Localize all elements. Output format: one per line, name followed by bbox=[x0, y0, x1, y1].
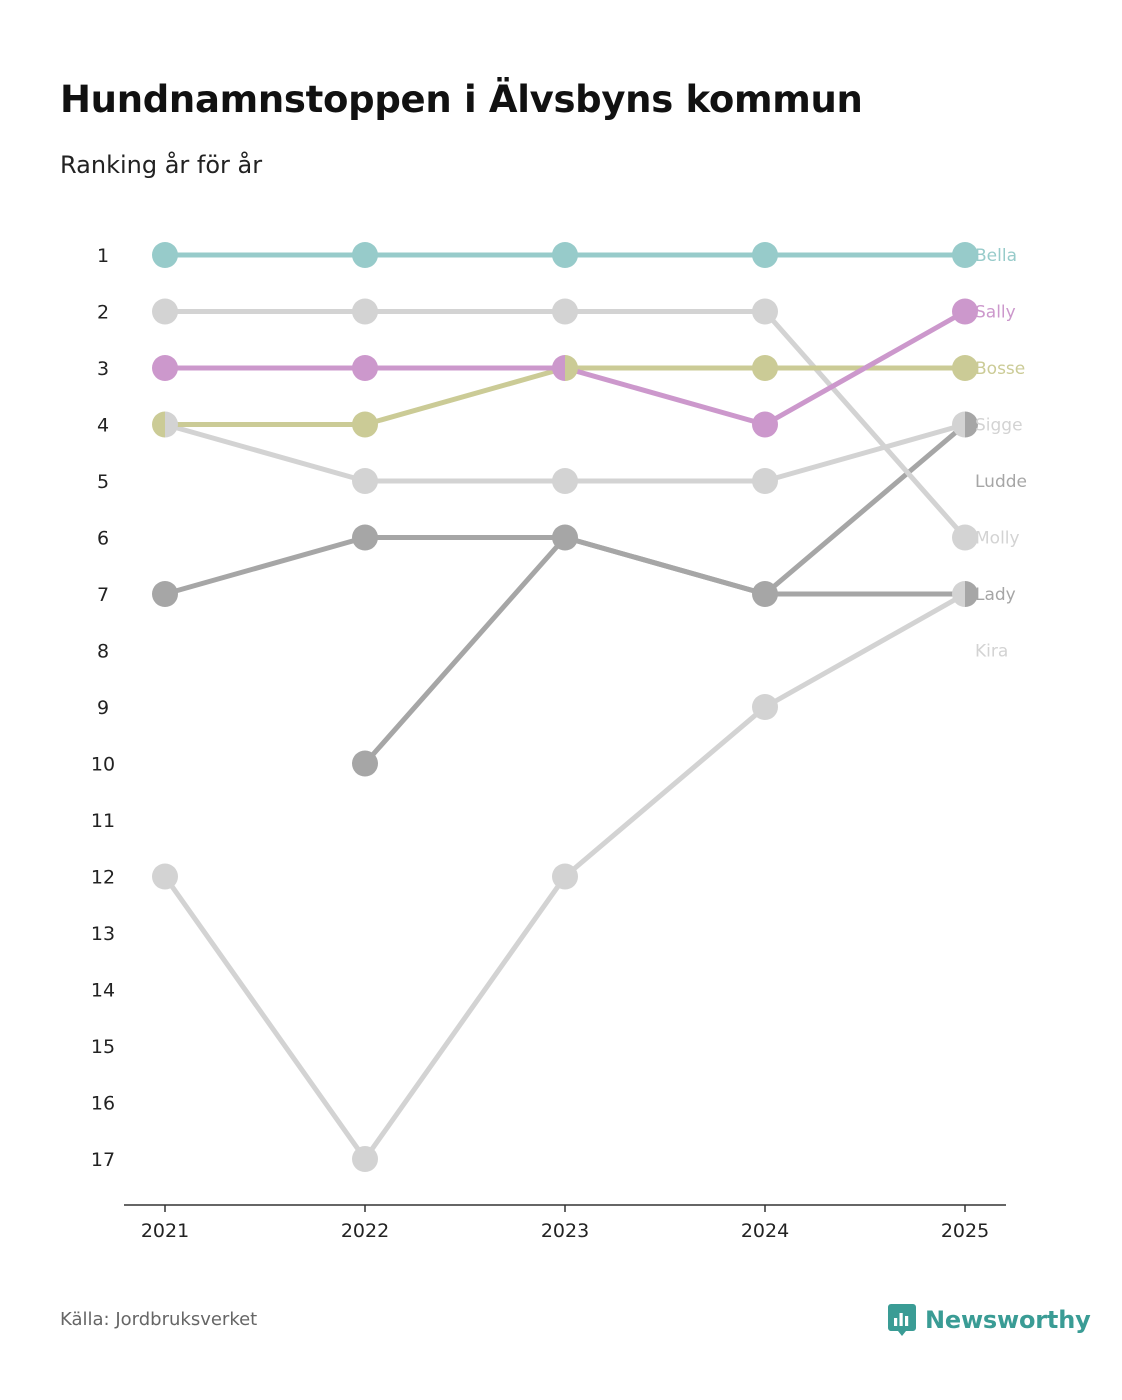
data-point-molly bbox=[352, 298, 378, 325]
end-labels: Bella Sally Bosse Sigge Ludde Molly Lady Kira bbox=[975, 246, 1027, 662]
data-point-kira bbox=[952, 581, 965, 607]
data-point-bosse bbox=[952, 355, 978, 381]
y-tick-label: 8 bbox=[97, 641, 109, 663]
data-point-bosse bbox=[152, 411, 165, 438]
x-tick-label: 2023 bbox=[541, 1220, 589, 1242]
data-point-bella bbox=[752, 242, 778, 268]
end-label-kira: Kira bbox=[975, 642, 1008, 662]
x-tick-label: 2021 bbox=[141, 1220, 189, 1242]
data-point-sally bbox=[152, 355, 178, 381]
end-label-sigge: Sigge bbox=[975, 416, 1023, 436]
data-point-bosse bbox=[352, 411, 378, 438]
end-label-sally: Sally bbox=[975, 303, 1016, 323]
data-point-sally bbox=[752, 411, 778, 438]
data-point-sigge bbox=[165, 411, 179, 438]
data-point-bella bbox=[552, 242, 578, 268]
data-point-sally bbox=[552, 355, 565, 381]
data-point-ludde bbox=[352, 750, 378, 777]
series-points bbox=[152, 242, 979, 1172]
data-point-kira bbox=[152, 863, 178, 890]
y-tick-label: 12 bbox=[91, 867, 115, 889]
y-tick-label: 15 bbox=[91, 1036, 115, 1058]
end-label-ludde: Ludde bbox=[975, 472, 1027, 492]
brand-name: Newsworthy bbox=[925, 1306, 1091, 1334]
chart-subtitle: Ranking år för år bbox=[60, 151, 263, 179]
y-tick-label: 6 bbox=[97, 528, 109, 550]
data-point-lady bbox=[752, 581, 765, 607]
data-point-sigge bbox=[352, 468, 378, 494]
data-point-kira bbox=[752, 694, 778, 720]
data-point-sigge bbox=[952, 411, 965, 438]
data-point-bosse bbox=[752, 355, 778, 381]
data-point-bella bbox=[952, 242, 978, 268]
y-tick-label: 14 bbox=[91, 980, 115, 1002]
data-point-molly bbox=[152, 298, 178, 325]
y-tick-label: 16 bbox=[91, 1093, 115, 1115]
y-tick-label: 5 bbox=[97, 471, 109, 493]
data-point-ludde bbox=[965, 411, 979, 438]
data-point-lady bbox=[352, 524, 378, 551]
y-tick-label: 3 bbox=[97, 358, 109, 380]
newsworthy-logo-icon bbox=[888, 1304, 916, 1336]
y-tick-label: 7 bbox=[97, 584, 109, 606]
end-label-molly: Molly bbox=[975, 529, 1020, 549]
x-tick-label: 2022 bbox=[341, 1220, 389, 1242]
data-point-lady bbox=[552, 524, 565, 551]
data-point-ludde bbox=[565, 524, 578, 551]
data-point-bosse bbox=[565, 355, 578, 381]
source-note: Källa: Jordbruksverket bbox=[60, 1309, 258, 1330]
data-point-bella bbox=[152, 242, 178, 268]
data-point-kira bbox=[552, 863, 578, 890]
data-point-sigge bbox=[552, 468, 578, 494]
data-point-molly bbox=[552, 298, 578, 325]
data-point-sigge bbox=[752, 468, 778, 494]
data-point-lady bbox=[965, 581, 978, 607]
y-tick-label: 9 bbox=[97, 697, 109, 719]
brand-logo[interactable]: Newsworthy bbox=[887, 1303, 1091, 1337]
y-tick-label: 11 bbox=[91, 810, 115, 832]
y-tick-label: 10 bbox=[91, 754, 115, 776]
data-point-bella bbox=[352, 242, 378, 268]
data-point-molly bbox=[752, 298, 778, 325]
x-tick-label: 2024 bbox=[741, 1220, 789, 1242]
series-lines bbox=[162, 252, 968, 1162]
end-label-lady: Lady bbox=[975, 585, 1016, 605]
y-tick-label: 17 bbox=[91, 1149, 115, 1171]
x-axis: 2021 2022 2023 2024 2025 bbox=[124, 1204, 1006, 1242]
end-label-bella: Bella bbox=[975, 246, 1017, 266]
x-tick-label: 2025 bbox=[941, 1220, 989, 1242]
data-point-lady bbox=[152, 581, 178, 607]
data-point-sally bbox=[352, 355, 378, 381]
y-tick-label: 2 bbox=[97, 302, 109, 324]
data-point-kira bbox=[352, 1146, 378, 1172]
data-point-sally bbox=[952, 298, 978, 325]
y-tick-label: 4 bbox=[97, 415, 109, 437]
y-tick-label: 13 bbox=[91, 923, 115, 945]
end-label-bosse: Bosse bbox=[975, 359, 1025, 379]
data-point-ludde bbox=[765, 581, 778, 607]
data-point-molly bbox=[952, 524, 978, 551]
chart-title: Hundnamnstoppen i Älvsbyns kommun bbox=[60, 78, 863, 121]
y-tick-label: 1 bbox=[97, 245, 109, 267]
